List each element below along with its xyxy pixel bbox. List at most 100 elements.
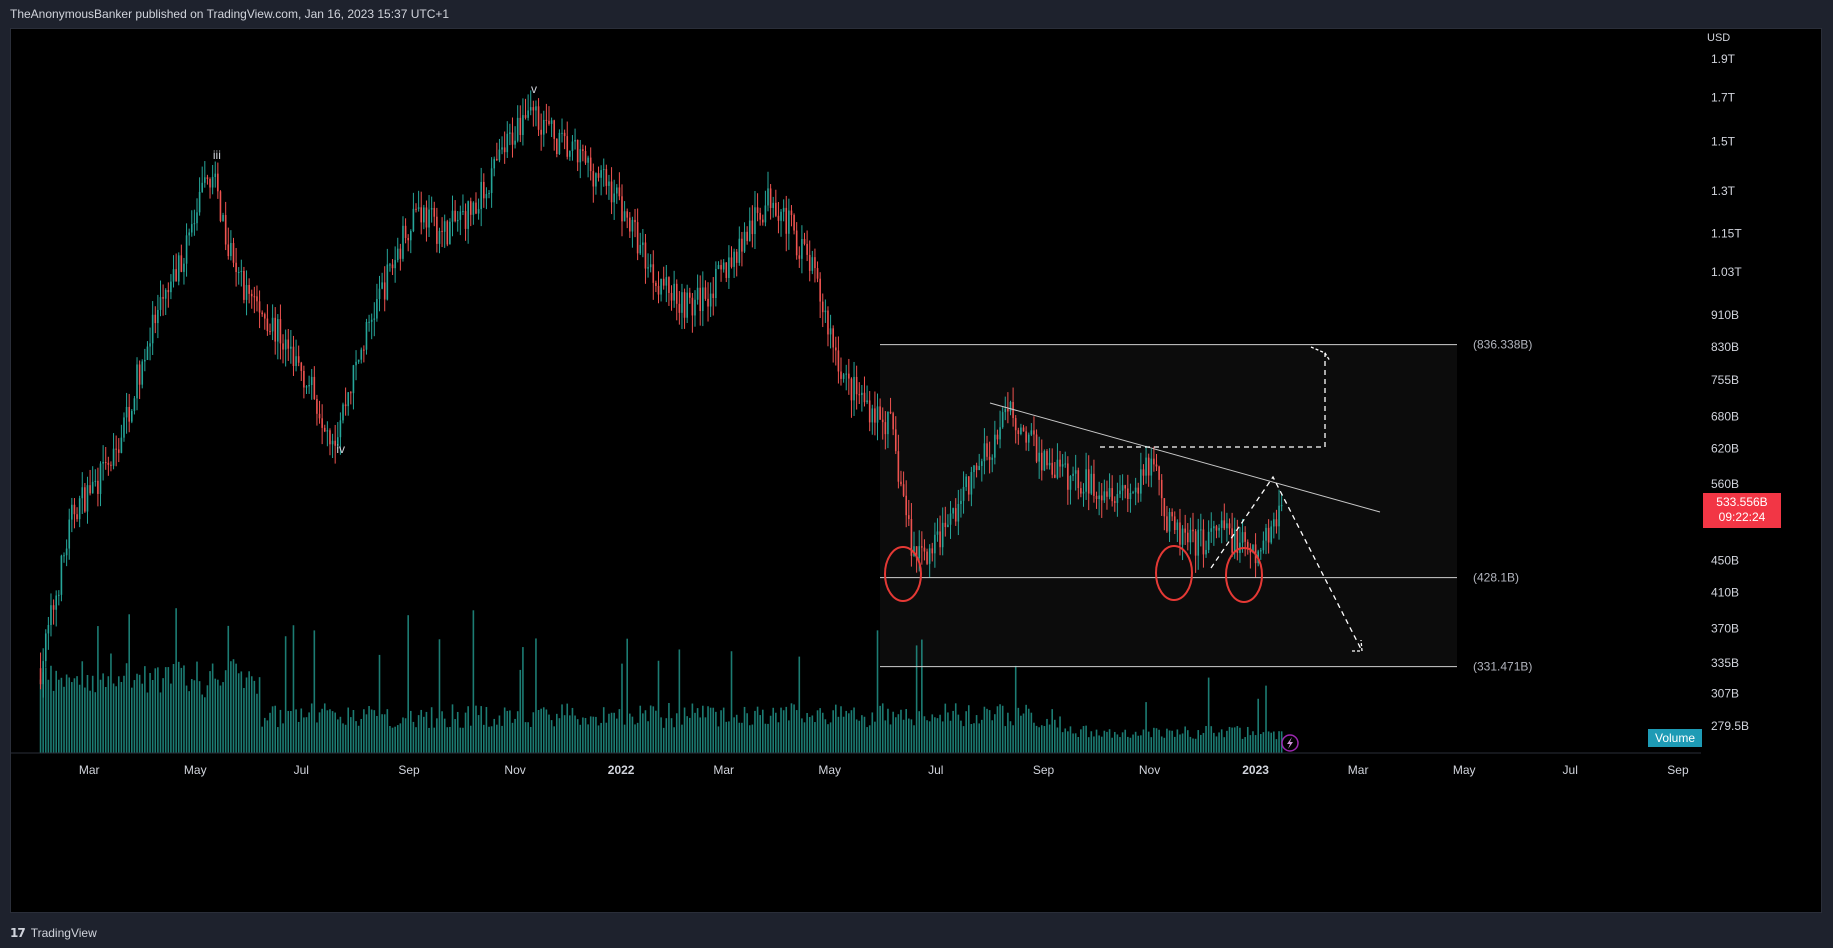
- wave-label: iii: [213, 148, 221, 162]
- volume-bar: [1218, 732, 1220, 753]
- volume-bar: [373, 710, 376, 753]
- volume-bar: [1007, 712, 1009, 753]
- time-axis[interactable]: Mar May Jul Sep Nov 2022 Mar May Jul Sep Nov 2023 Ma…: [79, 763, 1689, 777]
- candle-body: [876, 406, 879, 423]
- descending-trendline[interactable]: [989, 402, 1381, 513]
- volume-bar: [305, 717, 308, 753]
- breakdown-projection-line[interactable]: [1210, 475, 1363, 652]
- candle-body: [516, 117, 519, 141]
- candle-body: [1179, 522, 1181, 545]
- volume-bar: [978, 723, 981, 753]
- support-circle-1[interactable]: [884, 546, 922, 602]
- candle-body: [808, 254, 811, 271]
- volume-bar: [1262, 732, 1265, 753]
- volume-bar: [1043, 726, 1046, 753]
- chart-frame[interactable]: (836.338B) (428.1B) (331.471B) iii iv v USD …: [10, 28, 1822, 913]
- volume-bar: [430, 707, 433, 753]
- candle-body: [790, 210, 793, 216]
- price-level-label: (836.338B): [1473, 338, 1532, 352]
- support-circle-3[interactable]: [1225, 547, 1263, 603]
- volume-bar: [76, 676, 78, 753]
- candle-body: [761, 219, 764, 223]
- candle-body: [618, 187, 621, 197]
- volume-bar: [1012, 725, 1014, 753]
- candle-body: [206, 177, 209, 179]
- candle-body: [183, 263, 185, 272]
- volume-bar: [321, 708, 323, 753]
- candle-body: [417, 207, 420, 209]
- volume-bar: [952, 710, 954, 753]
- volume-bar: [360, 718, 363, 753]
- footer-brand[interactable]: TradingView: [30, 926, 97, 940]
- volume-bar: [678, 649, 681, 753]
- candle-body: [759, 212, 761, 220]
- volume-bar: [1098, 735, 1100, 753]
- volume-badge[interactable]: Volume: [1648, 729, 1702, 747]
- candle-body: [1022, 427, 1025, 432]
- candle-body: [248, 284, 250, 294]
- volume-bar: [960, 720, 962, 753]
- volume-bar: [548, 714, 550, 753]
- volume-bar: [681, 724, 683, 753]
- volume-bar: [1259, 734, 1262, 753]
- candle-body: [803, 238, 806, 244]
- candle-body: [660, 278, 662, 295]
- candle-body: [1025, 431, 1027, 443]
- price-axis-tick: 1.9T: [1711, 52, 1736, 66]
- volume-bar: [389, 726, 391, 753]
- candle-body: [1153, 458, 1155, 465]
- volume-bar: [269, 712, 271, 753]
- candle-body: [631, 219, 634, 232]
- volume-bar: [308, 712, 310, 753]
- price-axis[interactable]: USD 1.9T 1.7T 1.5T 1.3T 1.15T 1.03T 910B 830B 75…: [1707, 32, 1749, 733]
- volume-bar: [900, 709, 902, 753]
- candle-body: [988, 456, 991, 460]
- candle-body: [1108, 488, 1111, 497]
- candle-body: [331, 440, 334, 445]
- candle-body: [848, 373, 850, 379]
- volume-bar: [295, 709, 297, 753]
- candle-body: [415, 208, 417, 210]
- volume-bar: [921, 639, 923, 753]
- candle-body: [1103, 491, 1106, 501]
- volume-bar: [821, 712, 824, 753]
- volume-bar: [1040, 725, 1043, 753]
- candle-body: [610, 181, 613, 203]
- volume-bar: [511, 722, 514, 753]
- candle-body: [905, 495, 907, 516]
- support-circle-2[interactable]: [1155, 545, 1193, 601]
- volume-bar: [569, 715, 571, 753]
- candle-body: [1184, 528, 1186, 533]
- volume-bar: [806, 713, 808, 753]
- volume-bar: [363, 709, 365, 753]
- candle-body: [102, 461, 104, 464]
- candle-body: [456, 219, 459, 222]
- volume-bar: [522, 647, 524, 753]
- candle-body: [754, 207, 756, 235]
- tradingview-logo-icon[interactable]: 𝟭𝟳: [10, 926, 26, 940]
- volume-bar: [954, 703, 957, 753]
- candle-body: [39, 668, 42, 685]
- candle-body: [1192, 529, 1194, 532]
- volume-bar: [456, 711, 459, 753]
- candle-body: [282, 343, 284, 350]
- candle-body: [720, 265, 722, 270]
- volume-bar: [1202, 732, 1205, 753]
- price-chart[interactable]: (836.338B) (428.1B) (331.471B) iii iv v USD …: [11, 29, 1821, 912]
- volume-bar: [1171, 730, 1173, 753]
- volume-bar: [970, 723, 973, 753]
- volume-bar: [686, 716, 688, 753]
- volume-bar: [595, 716, 597, 753]
- candle-body: [170, 281, 172, 293]
- candle-body: [519, 117, 522, 135]
- volume-bar: [190, 679, 193, 753]
- candle-body: [446, 221, 449, 245]
- volume-bar: [164, 667, 167, 753]
- volume-bar: [660, 717, 662, 753]
- candle-body: [1155, 464, 1158, 467]
- breakout-projection-line[interactable]: [1100, 353, 1326, 448]
- time-axis-tick: Sep: [1033, 763, 1055, 777]
- volume-bar: [170, 683, 172, 753]
- volume-bar: [154, 668, 157, 753]
- lightning-icon[interactable]: [1281, 734, 1299, 752]
